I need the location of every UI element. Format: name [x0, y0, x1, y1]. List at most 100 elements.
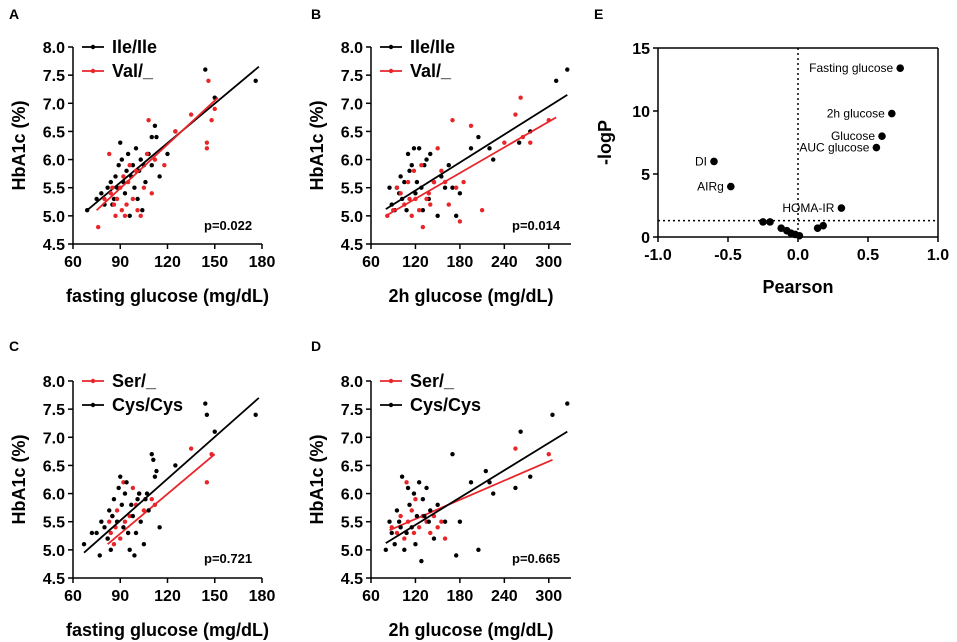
regression-line — [385, 430, 568, 544]
x-tick-label: 90 — [111, 254, 129, 271]
data-point — [94, 196, 99, 202]
data-point — [428, 530, 433, 536]
x-tick-label: 60 — [64, 254, 82, 271]
data-point — [81, 542, 87, 547]
data-point — [759, 218, 767, 226]
data-point — [413, 542, 418, 547]
data-point — [446, 163, 451, 168]
labeled-data-point — [872, 143, 881, 152]
data-point — [407, 168, 412, 174]
panel-e: E 0 5 10 15 -1.0 -0.5 0.0 0.5 1.0 Pearson -logP Fast… — [594, 6, 949, 297]
data-point — [468, 146, 474, 151]
y-tick-label: 5.5 — [43, 181, 65, 198]
data-point — [111, 202, 117, 207]
data-point — [419, 163, 424, 168]
y-tick-label: 6.5 — [341, 458, 363, 475]
series-ser — [105, 446, 216, 547]
data-point — [468, 480, 474, 485]
x-tick-label: 180 — [249, 254, 276, 271]
y-tick-label: 6.5 — [341, 124, 363, 141]
data-point — [414, 179, 420, 185]
panel-letter: B — [311, 6, 321, 22]
data-point — [102, 196, 107, 202]
data-point — [173, 463, 178, 468]
y-tick-label: 5.5 — [341, 181, 363, 198]
data-point — [476, 134, 481, 140]
labeled-data-point — [896, 64, 904, 72]
data-point — [151, 457, 156, 462]
y-tick-label: 6.0 — [341, 487, 363, 504]
x-tick-label: -0.5 — [714, 247, 742, 264]
y-tick-label: 8.0 — [43, 374, 65, 391]
labeled-data-point — [837, 204, 846, 212]
data-point — [154, 468, 159, 474]
series-val — [385, 95, 557, 230]
data-point — [453, 553, 459, 558]
data-point — [420, 224, 426, 230]
data-point — [402, 179, 407, 185]
data-point — [122, 191, 128, 196]
data-point — [502, 140, 507, 145]
y-tick-label: 4.5 — [341, 237, 363, 254]
data-point — [152, 157, 158, 162]
y-axis-title: HbA1c (%) — [9, 100, 29, 190]
p-value-annotation: p=0.665 — [512, 551, 560, 566]
y-tick-label: 6.5 — [43, 458, 65, 475]
y-tick-label: 8.0 — [341, 40, 363, 57]
data-point — [118, 536, 123, 541]
x-tick-label: 240 — [491, 254, 518, 271]
data-point — [130, 163, 136, 168]
data-point — [487, 146, 492, 151]
panel-letter: E — [594, 6, 603, 22]
data-point — [89, 530, 95, 536]
labeled-data-point — [710, 157, 718, 166]
point-label: 2h glucose — [827, 107, 885, 121]
data-point — [450, 451, 455, 457]
data-point — [450, 117, 455, 123]
data-point — [130, 513, 136, 519]
data-point — [424, 157, 429, 162]
y-tick-label: 0 — [641, 230, 650, 247]
data-point — [565, 401, 570, 406]
data-point — [420, 497, 426, 502]
data-point — [144, 151, 150, 157]
data-point — [118, 474, 123, 479]
data-point — [453, 185, 459, 190]
data-point — [121, 480, 126, 485]
data-point — [149, 451, 154, 457]
x-tick-label: 300 — [535, 254, 562, 271]
data-point — [165, 151, 170, 157]
y-tick-label: 5.5 — [43, 515, 65, 532]
data-point — [528, 140, 533, 145]
data-point — [97, 553, 102, 558]
data-point — [136, 491, 142, 496]
legend-marker — [90, 68, 96, 74]
data-point — [479, 208, 485, 213]
y-tick-label: 7.0 — [341, 96, 363, 113]
data-point — [212, 106, 217, 112]
labeled-data-point — [878, 132, 886, 140]
point-label: AIRg — [697, 180, 724, 194]
regression-line — [107, 453, 216, 545]
data-point — [108, 191, 114, 196]
x-tick-label: 240 — [491, 588, 518, 605]
data-point — [766, 218, 774, 226]
data-point — [413, 191, 418, 196]
data-point — [204, 480, 210, 485]
data-point — [111, 542, 117, 547]
data-point — [389, 530, 394, 536]
data-point — [108, 179, 114, 185]
y-tick-label: 7.0 — [341, 430, 363, 447]
point-label: HOMA-IR — [782, 201, 834, 215]
p-value-annotation: p=0.014 — [512, 218, 561, 233]
y-tick-label: 7.0 — [43, 430, 65, 447]
data-point — [483, 468, 489, 474]
data-point — [407, 502, 412, 508]
data-point — [442, 536, 448, 541]
data-point — [468, 123, 474, 128]
data-point — [206, 78, 211, 83]
data-point — [124, 480, 129, 485]
data-point — [140, 208, 145, 213]
data-point — [118, 140, 123, 145]
